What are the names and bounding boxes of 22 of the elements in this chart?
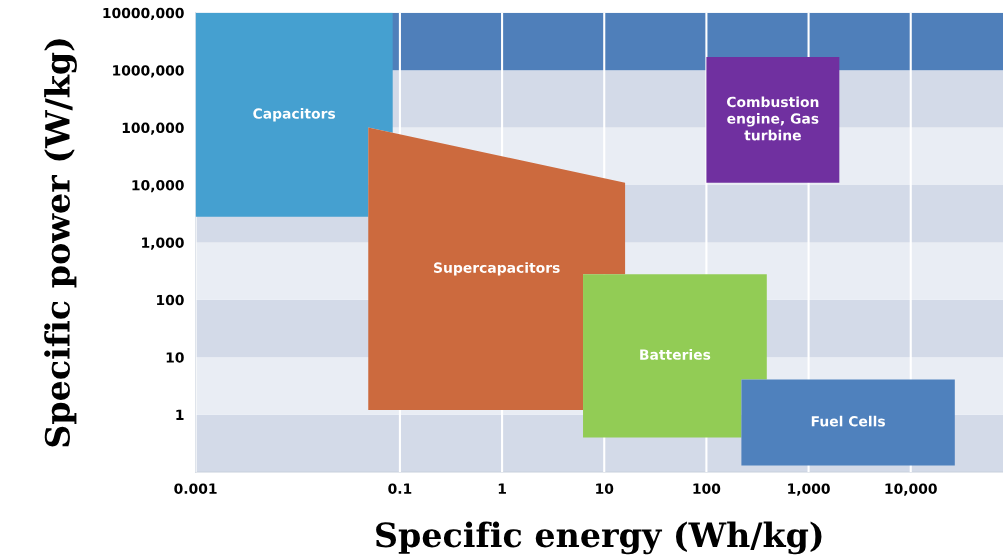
y-tick-label: 10000,000 (103, 7, 184, 21)
x-axis-title: Specific energy (Wh/kg) (376, 521, 822, 555)
series-label: Supercapacitors (434, 262, 560, 276)
x-tick-label: 0.1 (388, 483, 412, 494)
x-tick-label: 100 (693, 483, 721, 494)
series-label: Combustion engine, Gas turbine (726, 96, 819, 141)
series-label: Batteries (640, 349, 711, 360)
y-tick-label: 1000,000 (113, 65, 184, 78)
x-tick-label: 1,000 (788, 483, 830, 496)
x-tick-label: 1 (498, 483, 506, 494)
y-tick-label: 1 (176, 409, 184, 420)
series-label: Fuel Cells (811, 415, 885, 427)
x-tick-label: 10 (596, 483, 614, 494)
y-tick-label: 100 (157, 294, 184, 306)
x-tick-label: 10,000 (885, 483, 937, 496)
y-tick-label: 1,000 (142, 237, 184, 250)
series-label: Capacitors (253, 108, 336, 122)
x-tick-label: 0.001 (174, 483, 217, 494)
y-tick-label: 100,000 (122, 122, 184, 135)
y-tick-label: 10 (166, 352, 184, 363)
y-tick-label: 10,000 (132, 179, 184, 193)
y-axis-title: Specific power (W/kg) (44, 39, 77, 447)
